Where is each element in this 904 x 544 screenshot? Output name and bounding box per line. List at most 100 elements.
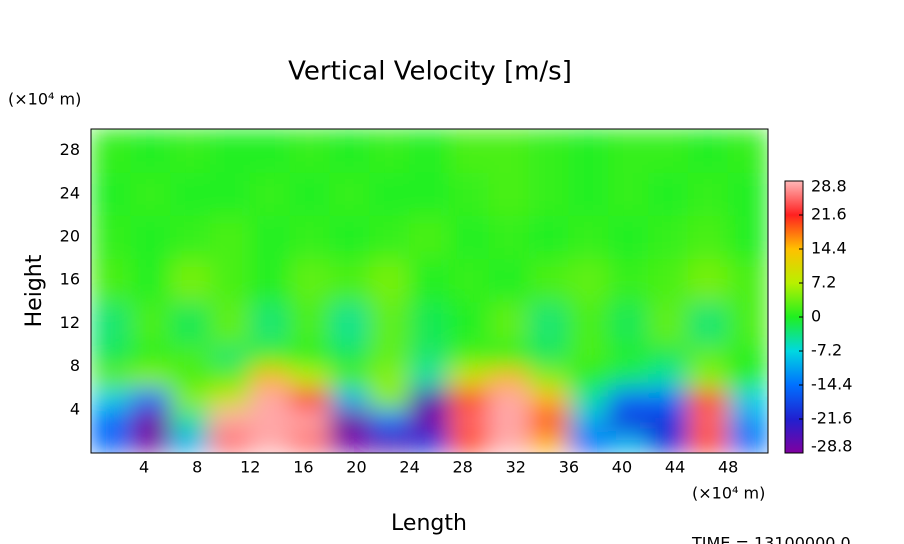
cell	[568, 129, 610, 173]
cell	[130, 344, 172, 368]
cell	[91, 409, 132, 432]
cell	[727, 129, 768, 173]
x-tick-label: 20	[346, 458, 366, 477]
cell	[448, 409, 490, 432]
cell	[329, 258, 371, 303]
cell	[289, 171, 331, 216]
cell	[528, 387, 570, 411]
cell	[568, 366, 610, 389]
cell	[170, 258, 211, 303]
cell	[91, 301, 132, 346]
cell	[568, 301, 610, 346]
cell	[488, 258, 530, 303]
cell	[648, 366, 689, 389]
cell	[687, 430, 729, 453]
cell	[528, 409, 570, 432]
cell	[608, 366, 650, 389]
colorbar-tick-label: 7.2	[811, 273, 836, 292]
cell	[409, 214, 450, 260]
cell	[528, 344, 570, 368]
cell	[91, 344, 132, 368]
colorbar-tick-label: 0	[811, 307, 821, 326]
cell	[727, 214, 768, 260]
cell	[568, 344, 610, 368]
cell	[130, 258, 172, 303]
cell	[648, 129, 689, 173]
cell	[687, 301, 729, 346]
cell	[170, 387, 211, 411]
cell	[369, 129, 411, 173]
cell	[608, 409, 650, 432]
cell	[130, 366, 172, 389]
chart-title: Vertical Velocity [m/s]	[288, 57, 572, 87]
cell	[130, 129, 172, 173]
cell	[488, 430, 530, 453]
cell	[329, 171, 371, 216]
x-tick-label: 4	[139, 458, 149, 477]
cell	[648, 430, 689, 453]
cell	[249, 344, 291, 368]
cell	[687, 171, 729, 216]
cell	[608, 301, 650, 346]
cell	[448, 387, 490, 411]
cell	[130, 387, 172, 411]
cell	[608, 214, 650, 260]
cell	[329, 387, 371, 411]
cell	[409, 171, 450, 216]
plot-area	[91, 129, 768, 453]
cell	[170, 366, 211, 389]
cell	[369, 409, 411, 432]
cell	[369, 171, 411, 216]
x-tick-label: 40	[612, 458, 632, 477]
cell	[249, 409, 291, 432]
cell	[528, 171, 570, 216]
cell	[409, 129, 450, 173]
cell	[249, 258, 291, 303]
cell	[727, 366, 768, 389]
cell	[249, 171, 291, 216]
cell	[448, 301, 490, 346]
cell	[289, 387, 331, 411]
y-axis-label: Height	[22, 254, 47, 327]
cell	[249, 301, 291, 346]
x-unit: (×10⁴ m)	[692, 484, 765, 503]
cell	[528, 258, 570, 303]
cell	[249, 387, 291, 411]
cell	[448, 129, 490, 173]
cell	[91, 129, 132, 173]
cell	[209, 344, 251, 368]
cell	[409, 387, 450, 411]
cell	[448, 344, 490, 368]
cell	[369, 344, 411, 368]
cell	[448, 430, 490, 453]
cell	[409, 366, 450, 389]
cell	[209, 214, 251, 260]
cell	[91, 366, 132, 389]
colorbar-tick-label: -28.8	[811, 437, 852, 456]
cell	[608, 344, 650, 368]
y-tick-label: 24	[60, 183, 80, 202]
cell	[528, 129, 570, 173]
cell	[727, 301, 768, 346]
cell	[130, 171, 172, 216]
cell	[329, 129, 371, 173]
cell	[687, 387, 729, 411]
cell	[409, 344, 450, 368]
cell	[329, 430, 371, 453]
cell	[170, 171, 211, 216]
plot-frame	[90, 128, 769, 454]
y-tick-label: 28	[60, 140, 80, 159]
cell	[488, 214, 530, 260]
cell	[209, 387, 251, 411]
cell	[687, 366, 729, 389]
cell	[249, 214, 291, 260]
cell	[568, 430, 610, 453]
cell	[130, 430, 172, 453]
cell	[608, 129, 650, 173]
x-tick-label: 28	[453, 458, 473, 477]
cell	[648, 301, 689, 346]
cell	[289, 214, 331, 260]
cell	[170, 214, 211, 260]
x-tick-label: 8	[192, 458, 202, 477]
cell	[249, 430, 291, 453]
